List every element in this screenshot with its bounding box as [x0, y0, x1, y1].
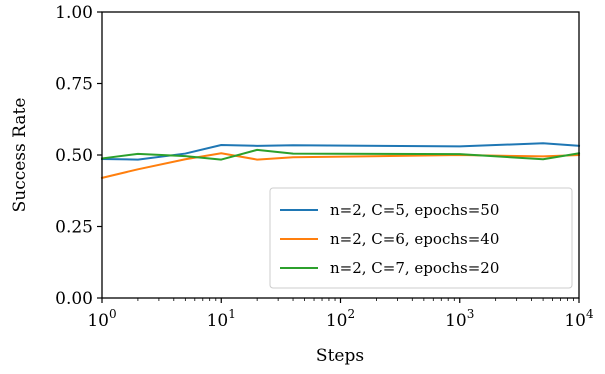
series-line	[100, 152, 581, 180]
legend-label: n=2, C=6, epochs=40	[330, 230, 499, 248]
x-tick-label: 101	[207, 307, 236, 331]
plot-area	[100, 142, 581, 180]
x-tick-exponent: 0	[109, 307, 117, 321]
x-tick-base: 10	[564, 311, 586, 331]
y-tick-label: 0.00	[55, 289, 93, 309]
series-line	[100, 142, 581, 161]
x-tick-base: 10	[207, 311, 229, 331]
y-tick-label: 0.25	[55, 218, 93, 238]
y-axis-label: Success Rate	[10, 98, 30, 213]
x-tick-base: 10	[326, 311, 348, 331]
legend-label: n=2, C=7, epochs=20	[330, 259, 499, 277]
x-tick-exponent: 4	[586, 307, 594, 321]
x-tick-label: 103	[445, 307, 474, 331]
y-tick-label: 0.50	[55, 146, 93, 166]
x-tick-exponent: 1	[228, 307, 236, 321]
x-tick-label: 104	[564, 307, 594, 331]
y-tick-label: 0.75	[55, 75, 93, 95]
x-tick-base: 10	[445, 311, 467, 331]
x-tick-label: 100	[87, 307, 116, 331]
y-axis: 0.00 0.25 0.50 0.75 1.00	[55, 3, 102, 309]
y-tick-label: 1.00	[55, 3, 93, 23]
x-tick-base: 10	[87, 311, 109, 331]
x-tick-exponent: 2	[348, 307, 356, 321]
x-tick-label: 102	[326, 307, 355, 331]
x-tick-exponent: 3	[467, 307, 475, 321]
x-axis-label: Steps	[316, 346, 364, 366]
legend-label: n=2, C=5, epochs=50	[330, 201, 499, 219]
x-axis: 100 101 102 103 104	[87, 298, 594, 331]
series-line	[100, 148, 581, 161]
legend-box	[269, 187, 573, 289]
legend: n=2, C=5, epochs=50 n=2, C=6, epochs=40 n=…	[269, 187, 573, 289]
